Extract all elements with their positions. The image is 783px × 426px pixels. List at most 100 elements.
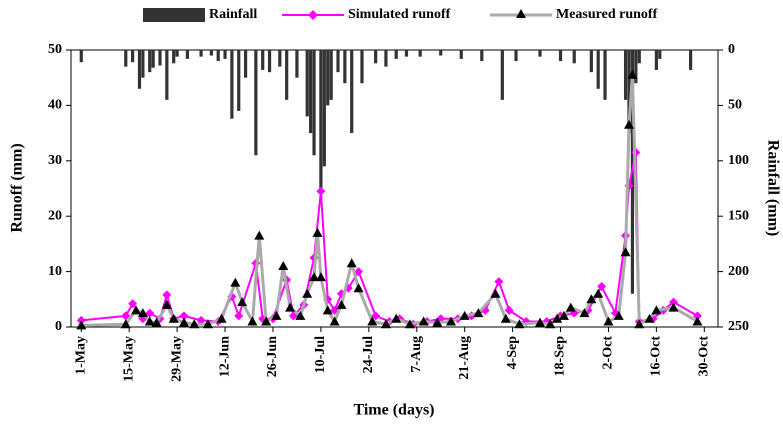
- runoff-marker: [271, 310, 282, 320]
- y2-axis-label: Rainfall (mm): [764, 140, 781, 236]
- rain-bar: [148, 50, 152, 73]
- x-tick-label: 26-Jun: [265, 336, 280, 377]
- rain-bar: [500, 50, 504, 100]
- rain-bar: [322, 50, 326, 167]
- runoff-marker: [247, 316, 258, 326]
- x-tick-label: 29-May: [169, 336, 184, 382]
- runoff-marker: [668, 302, 679, 312]
- x-tick-label: 10-Jul: [313, 336, 328, 373]
- rain-bar: [223, 50, 227, 59]
- runoff-marker: [168, 313, 179, 323]
- runoff-line: [81, 152, 698, 326]
- x-tick-label: 16-Oct: [649, 336, 664, 377]
- rain-bar: [538, 50, 542, 57]
- runoff-marker: [692, 311, 702, 321]
- legend-marker: [308, 10, 318, 20]
- x-tick-label: 7-Aug: [409, 336, 424, 373]
- runoff-marker: [613, 310, 624, 320]
- runoff-marker: [432, 317, 443, 327]
- runoff-marker: [131, 305, 142, 315]
- rain-bar: [336, 50, 340, 73]
- rain-bar: [329, 50, 333, 100]
- rain-bar: [603, 50, 607, 100]
- rain-bar: [209, 50, 213, 56]
- rain-bar: [589, 50, 593, 73]
- x-tick-label: 15-May: [121, 336, 136, 382]
- rain-bar: [267, 50, 272, 73]
- runoff-marker: [178, 317, 189, 327]
- runoff-marker: [353, 283, 364, 293]
- runoff-marker: [354, 267, 364, 277]
- runoff-marker: [322, 305, 333, 315]
- runoff-marker: [692, 316, 703, 326]
- runoff-marker: [151, 317, 162, 327]
- rain-bar: [131, 50, 135, 63]
- runoff-marker: [161, 299, 172, 309]
- runoff-marker: [162, 290, 172, 300]
- runoff-marker: [216, 313, 227, 323]
- runoff-marker: [627, 69, 638, 79]
- x-tick-label: 18-Sep: [553, 336, 568, 377]
- runoff-line: [81, 74, 699, 327]
- runoff-marker: [504, 305, 514, 315]
- rain-bar: [689, 50, 693, 70]
- rain-bar: [654, 50, 658, 70]
- y2-tick-label: 50: [728, 98, 742, 113]
- rain-bar: [230, 50, 234, 119]
- runoff-marker: [634, 319, 645, 329]
- runoff-marker: [545, 319, 556, 329]
- runoff-marker: [644, 313, 655, 323]
- rain-bar: [384, 50, 388, 67]
- rain-bar: [312, 50, 316, 156]
- runoff-marker: [586, 294, 597, 304]
- rain-bar: [326, 50, 330, 106]
- runoff-marker: [494, 277, 504, 287]
- runoff-marker: [565, 302, 576, 312]
- rain-bar: [305, 50, 309, 117]
- runoff-marker: [623, 119, 634, 129]
- runoff-marker: [329, 316, 340, 326]
- x-tick-label: 12-Jun: [217, 336, 232, 377]
- y2-tick-label: 150: [728, 208, 749, 223]
- runoff-marker: [579, 308, 590, 318]
- runoff-marker: [620, 247, 631, 257]
- x-tick-label: 4-Sep: [505, 336, 520, 370]
- runoff-marker: [234, 311, 244, 321]
- runoff-marker: [651, 305, 662, 315]
- rain-bar: [319, 50, 323, 189]
- rain-bar: [295, 50, 299, 78]
- rain-bar: [254, 50, 258, 156]
- rain-bar: [658, 50, 662, 59]
- runoff-marker: [534, 317, 545, 327]
- runoff-marker: [445, 316, 456, 326]
- runoff-marker: [128, 299, 138, 309]
- runoff-marker: [196, 315, 206, 325]
- rain-bar: [172, 50, 176, 64]
- runoff-marker: [189, 319, 200, 329]
- runoff-marker: [603, 316, 614, 326]
- rain-bar: [261, 50, 265, 70]
- legend-label: Simulated runoff: [348, 7, 451, 22]
- rain-bar: [137, 50, 142, 89]
- runoff-marker: [668, 297, 678, 307]
- y2-tick-label: 250: [728, 319, 749, 334]
- runoff-marker: [315, 272, 326, 282]
- x-tick-label: 2-Oct: [601, 336, 616, 370]
- runoff-marker: [597, 282, 607, 292]
- runoff-marker: [473, 308, 484, 318]
- x-tick-label: 1-May: [73, 336, 88, 375]
- rain-bar: [237, 50, 241, 111]
- runoff-marker: [76, 320, 87, 330]
- runoff-marker: [552, 313, 563, 323]
- runoff-marker: [120, 319, 131, 329]
- rain-bar: [514, 50, 518, 62]
- runoff-marker: [336, 299, 347, 309]
- rain-bar: [374, 50, 378, 64]
- rain-bar: [596, 50, 600, 89]
- runoff-marker: [295, 310, 306, 320]
- y-tick-label: 30: [48, 153, 62, 168]
- rain-bar: [394, 50, 398, 59]
- x-axis-label: Time (days): [353, 402, 434, 419]
- runoff-marker: [237, 297, 248, 307]
